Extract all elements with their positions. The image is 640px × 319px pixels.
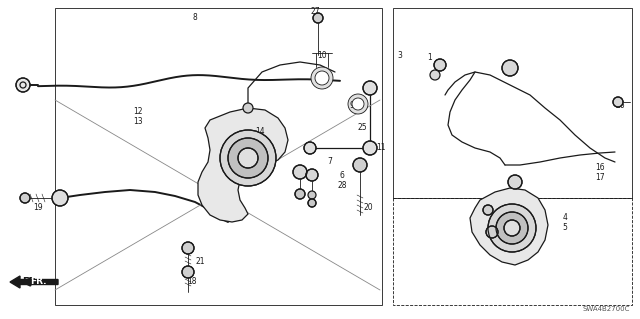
Circle shape xyxy=(20,193,30,203)
Circle shape xyxy=(308,199,316,207)
Circle shape xyxy=(508,175,522,189)
Circle shape xyxy=(182,242,194,254)
Text: 25: 25 xyxy=(357,123,367,132)
Ellipse shape xyxy=(352,98,364,110)
Ellipse shape xyxy=(315,71,329,85)
Circle shape xyxy=(238,148,258,168)
Text: 5: 5 xyxy=(563,224,568,233)
Circle shape xyxy=(363,141,377,155)
Text: SWA4B2700C: SWA4B2700C xyxy=(582,306,630,312)
Circle shape xyxy=(483,205,493,215)
Text: 15: 15 xyxy=(255,137,265,146)
Circle shape xyxy=(293,165,307,179)
Circle shape xyxy=(304,142,316,154)
Circle shape xyxy=(496,212,528,244)
Circle shape xyxy=(228,138,268,178)
Text: 23: 23 xyxy=(483,205,493,214)
Ellipse shape xyxy=(311,67,333,89)
Circle shape xyxy=(308,191,316,199)
Circle shape xyxy=(488,204,536,252)
Text: 24: 24 xyxy=(509,177,519,187)
Circle shape xyxy=(220,130,276,186)
Text: 20: 20 xyxy=(363,204,373,212)
Text: 26: 26 xyxy=(615,100,625,109)
Circle shape xyxy=(434,59,446,71)
Text: 22: 22 xyxy=(497,224,507,233)
Text: FR.: FR. xyxy=(22,277,40,287)
Text: 27: 27 xyxy=(310,8,320,17)
Circle shape xyxy=(52,190,68,206)
Text: 9: 9 xyxy=(349,100,355,109)
Text: 1: 1 xyxy=(428,54,433,63)
Text: 8: 8 xyxy=(193,13,197,23)
Circle shape xyxy=(16,78,30,92)
Text: 21: 21 xyxy=(195,257,205,266)
Text: 14: 14 xyxy=(255,128,265,137)
Circle shape xyxy=(313,13,323,23)
Circle shape xyxy=(182,266,194,278)
Circle shape xyxy=(502,60,518,76)
Text: 6: 6 xyxy=(340,170,344,180)
Bar xyxy=(55,8,382,305)
Circle shape xyxy=(295,189,305,199)
Polygon shape xyxy=(198,108,288,222)
Polygon shape xyxy=(470,188,548,265)
Text: 19: 19 xyxy=(33,204,43,212)
Circle shape xyxy=(243,103,253,113)
Text: 7: 7 xyxy=(328,158,332,167)
Text: 18: 18 xyxy=(188,278,196,286)
Bar xyxy=(393,8,632,198)
Circle shape xyxy=(504,220,520,236)
Text: 16: 16 xyxy=(595,164,605,173)
Text: 13: 13 xyxy=(133,117,143,127)
Bar xyxy=(393,198,632,305)
Text: 12: 12 xyxy=(133,108,143,116)
Text: 2: 2 xyxy=(514,63,518,72)
Circle shape xyxy=(613,97,623,107)
Text: 28: 28 xyxy=(337,181,347,189)
Text: 4: 4 xyxy=(563,213,568,222)
Text: 10: 10 xyxy=(317,50,327,60)
Circle shape xyxy=(306,169,318,181)
Text: 3: 3 xyxy=(397,50,403,60)
Ellipse shape xyxy=(348,94,368,114)
Circle shape xyxy=(363,81,377,95)
FancyArrow shape xyxy=(10,276,58,288)
Text: 11: 11 xyxy=(376,144,386,152)
Circle shape xyxy=(486,226,498,238)
Text: 17: 17 xyxy=(595,174,605,182)
Text: FR.: FR. xyxy=(29,278,46,286)
Circle shape xyxy=(430,70,440,80)
Circle shape xyxy=(353,158,367,172)
